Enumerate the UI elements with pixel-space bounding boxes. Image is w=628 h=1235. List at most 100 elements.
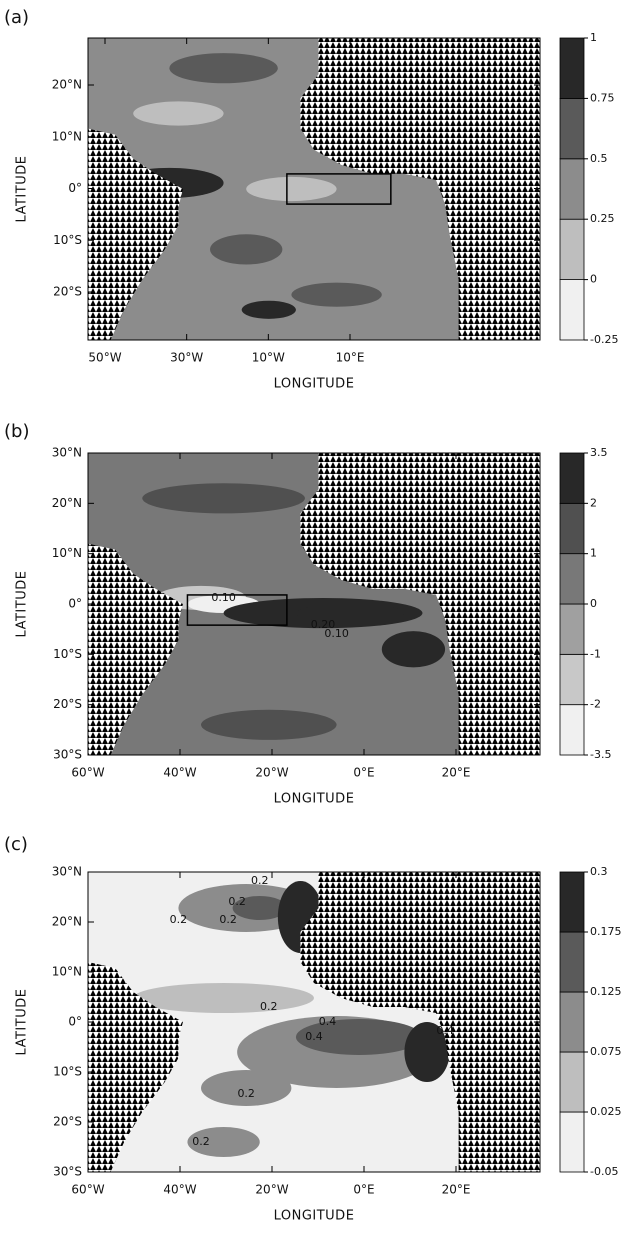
- contour-region: [404, 1022, 450, 1082]
- contour-region: [210, 234, 283, 265]
- contour-label: 0.4: [305, 1030, 323, 1043]
- contour-region: [187, 1127, 260, 1157]
- colorbar-label: 0.3: [590, 865, 608, 878]
- x-tick-label: 10°E: [336, 351, 365, 365]
- y-tick-label: 10°S: [53, 1065, 82, 1079]
- colorbar-bin: [559, 553, 585, 605]
- x-tick-label: 0°E: [353, 766, 374, 780]
- colorbar-label: 0: [590, 273, 597, 286]
- colorbar-bin: [559, 653, 585, 706]
- colorbar-label: 0.125: [590, 985, 622, 998]
- contour-label: 0.2: [228, 895, 246, 908]
- x-axis-label: LONGITUDE: [274, 377, 355, 392]
- x-tick-label: 60°W: [71, 1183, 104, 1197]
- x-axis-label: LONGITUDE: [274, 1209, 355, 1224]
- colorbar-label: 1: [590, 547, 597, 560]
- y-tick-label: 20°N: [52, 78, 82, 92]
- x-tick-label: 50°W: [88, 351, 121, 365]
- panel: 0.100.200.10(b)30°N20°N10°N0°10°S20°S30°…: [4, 421, 611, 807]
- colorbar-label: -0.25: [590, 333, 618, 346]
- contour-label: 0.2: [237, 1087, 255, 1100]
- map: [88, 453, 540, 755]
- colorbar-label: 0.75: [590, 91, 615, 104]
- colorbar-label: 0.25: [590, 212, 615, 225]
- x-tick-label: 40°W: [163, 1183, 196, 1197]
- map: [88, 872, 540, 1172]
- x-tick-label: 20°W: [255, 766, 288, 780]
- colorbar-label: 1: [590, 31, 597, 44]
- contour-label: 0.2: [260, 1000, 278, 1013]
- contour-region: [295, 604, 405, 623]
- colorbar-label: 3.5: [590, 446, 608, 459]
- panel-label: (a): [4, 7, 29, 28]
- contour-region: [295, 1019, 423, 1055]
- x-tick-label: 0°E: [353, 1183, 374, 1197]
- colorbar-bin: [559, 279, 585, 341]
- contour-label: 0.10: [211, 591, 236, 604]
- contour-label: 0.4: [436, 1024, 454, 1037]
- contour-region: [133, 983, 314, 1013]
- y-tick-label: 0°: [68, 597, 82, 611]
- land: [300, 38, 540, 340]
- colorbar-bin: [559, 37, 585, 99]
- colorbar-label: -0.05: [590, 1165, 618, 1178]
- x-tick-label: 10°W: [252, 351, 285, 365]
- y-tick-label: 20°S: [53, 697, 82, 711]
- colorbar-bin: [559, 218, 585, 280]
- y-tick-label: 0°: [68, 1015, 82, 1029]
- x-tick-label: 60°W: [71, 766, 104, 780]
- colorbar-bin: [559, 704, 585, 756]
- colorbar-label: 0.175: [590, 925, 622, 938]
- colorbar-label: 0.5: [590, 152, 608, 165]
- x-tick-label: 20°E: [442, 766, 471, 780]
- panel: (a) 20°N 10°N 0° 10°S 20°S 50°W 30°W 10°W 10°E LON…: [4, 7, 618, 392]
- region-box: [286, 173, 392, 205]
- y-tick-label: 30°N: [52, 446, 82, 460]
- panel: 0.2 0.2 0.2 0.2 0.2 0.4 0.4 0.4 0.2 0.2 (c) 30°N 20°…: [4, 834, 622, 1224]
- colorbar-label: -1: [590, 647, 601, 660]
- contour-region: [381, 631, 446, 668]
- y-tick-label: 10°N: [52, 129, 82, 143]
- contour-region: [241, 300, 296, 319]
- land: [300, 872, 540, 1172]
- contour-region: [232, 896, 287, 920]
- y-tick-label: 20°N: [52, 915, 82, 929]
- panel-label: (b): [4, 421, 29, 442]
- x-tick-label: 20°W: [255, 1183, 288, 1197]
- y-tick-label: 30°S: [53, 748, 82, 762]
- colorbar-bin: [559, 1111, 585, 1173]
- colorbar-label: -2: [590, 698, 601, 711]
- region-box: [186, 594, 288, 626]
- contour-region: [291, 282, 382, 307]
- colorbar-bin: [559, 871, 585, 933]
- land: [300, 453, 540, 755]
- colorbar-bin: [559, 991, 585, 1053]
- y-tick-label: 20°S: [53, 285, 82, 299]
- map: [88, 38, 540, 340]
- land: [88, 962, 183, 1172]
- contour-label: 0.4: [319, 1015, 337, 1028]
- colorbar-label: 0.075: [590, 1045, 622, 1058]
- y-tick-label: 10°S: [53, 647, 82, 661]
- x-tick-label: 40°W: [163, 766, 196, 780]
- panel-label: (c): [4, 834, 28, 855]
- colorbar-label: 0.025: [590, 1105, 622, 1118]
- contour-label: 0.20: [311, 618, 336, 631]
- colorbar-label: 2: [590, 496, 597, 509]
- contour-label: 0.2: [170, 913, 188, 926]
- y-tick-label: 20°N: [52, 496, 82, 510]
- colorbar-label: 0: [590, 597, 597, 610]
- x-axis-label: LONGITUDE: [274, 792, 355, 807]
- contour-label: 0.2: [219, 913, 237, 926]
- y-tick-label: 10°N: [52, 546, 82, 560]
- colorbar-bin: [559, 1051, 585, 1113]
- colorbar-bin: [559, 603, 585, 655]
- y-axis-label: LATITUDE: [15, 156, 30, 223]
- y-tick-label: 10°S: [53, 233, 82, 247]
- colorbar-bin: [559, 502, 585, 555]
- land: [88, 543, 183, 755]
- contour-label: 0.2: [192, 1135, 210, 1148]
- contour-region: [142, 483, 305, 514]
- land: [88, 128, 183, 340]
- contour-label: 0.10: [324, 627, 349, 640]
